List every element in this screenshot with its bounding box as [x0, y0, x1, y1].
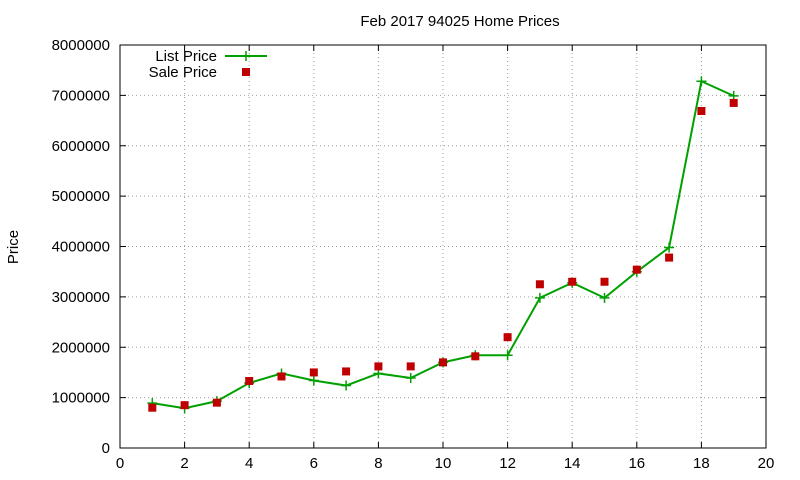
y-tick-label: 4000000: [52, 239, 110, 256]
sale-price-point: [439, 358, 447, 367]
sale-price-point: [148, 403, 157, 412]
sale-price-point: [568, 277, 577, 286]
y-tick-label: 3000000: [52, 289, 110, 306]
sale-price-point: [535, 280, 544, 289]
y-tick-label: 7000000: [52, 87, 110, 104]
x-tick-label: 20: [758, 455, 775, 472]
list-price-point: [502, 350, 513, 361]
sale-price-point: [309, 368, 318, 377]
x-axis-tick-labels: 0 2 4 6 8 10 12 14 16 18 20: [116, 455, 775, 472]
x-tick-label: 4: [245, 455, 253, 472]
y-tick-label: 6000000: [52, 138, 110, 155]
sale-price-point: [180, 401, 189, 410]
y-tick-label: 8000000: [52, 37, 110, 54]
y-axis-tick-labels: 0 1000000 2000000 3000000 4000000 5000000 6000…: [52, 37, 110, 457]
x-tick-label: 8: [374, 455, 382, 472]
list-price-point: [405, 372, 416, 383]
sale-price-point: [600, 277, 609, 286]
list-price-point: [308, 375, 319, 386]
legend-marker-sale-price: [242, 68, 250, 76]
list-price-point: [696, 76, 707, 87]
list-price-point: [534, 292, 545, 303]
x-tick-label: 14: [564, 455, 581, 472]
chart-title: Feb 2017 94025 Home Prices: [360, 13, 559, 30]
sale-price-point: [503, 333, 512, 342]
x-tick-label: 10: [435, 455, 452, 472]
legend-marker-list-price: [241, 51, 251, 61]
sale-price-point: [729, 98, 738, 107]
list-price-point: [341, 380, 352, 391]
y-tick-label: 5000000: [52, 188, 110, 205]
x-tick-label: 12: [499, 455, 516, 472]
list-price-point: [664, 242, 675, 253]
sale-price-point: [471, 352, 480, 361]
sale-price-point: [212, 398, 221, 407]
list-price-point: [599, 292, 610, 303]
sale-price-point: [406, 362, 415, 371]
sale-price-point: [697, 106, 706, 115]
y-tick-label: 1000000: [52, 390, 110, 407]
x-tick-label: 6: [310, 455, 318, 472]
legend: List Price Sale Price: [149, 48, 267, 81]
x-tick-label: 0: [116, 455, 124, 472]
x-tick-label: 2: [180, 455, 188, 472]
data-series: [147, 76, 739, 414]
sale-price-point: [277, 372, 286, 381]
legend-label-sale-price: Sale Price: [149, 64, 217, 81]
sale-price-point: [245, 377, 254, 386]
y-tick-label: 0: [102, 440, 110, 457]
y-tick-label: 2000000: [52, 339, 110, 356]
sale-price-point: [342, 367, 351, 376]
axis-ticks: [119, 44, 767, 449]
sale-price-point: [665, 253, 674, 262]
y-axis-label: Price: [5, 230, 22, 264]
legend-label-list-price: List Price: [155, 48, 217, 65]
sale-price-point: [632, 265, 641, 274]
sale-price-point: [374, 362, 383, 371]
x-tick-label: 18: [693, 455, 710, 472]
x-tick-label: 16: [628, 455, 645, 472]
